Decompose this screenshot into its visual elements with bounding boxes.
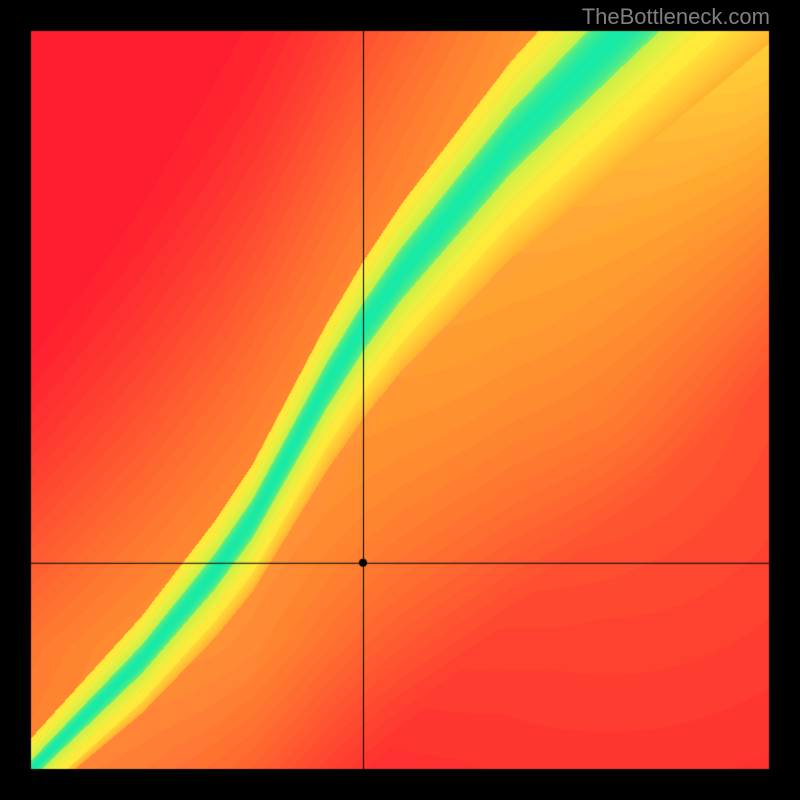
- watermark-text: TheBottleneck.com: [582, 4, 770, 30]
- heatmap-canvas: [0, 0, 800, 800]
- chart-container: TheBottleneck.com: [0, 0, 800, 800]
